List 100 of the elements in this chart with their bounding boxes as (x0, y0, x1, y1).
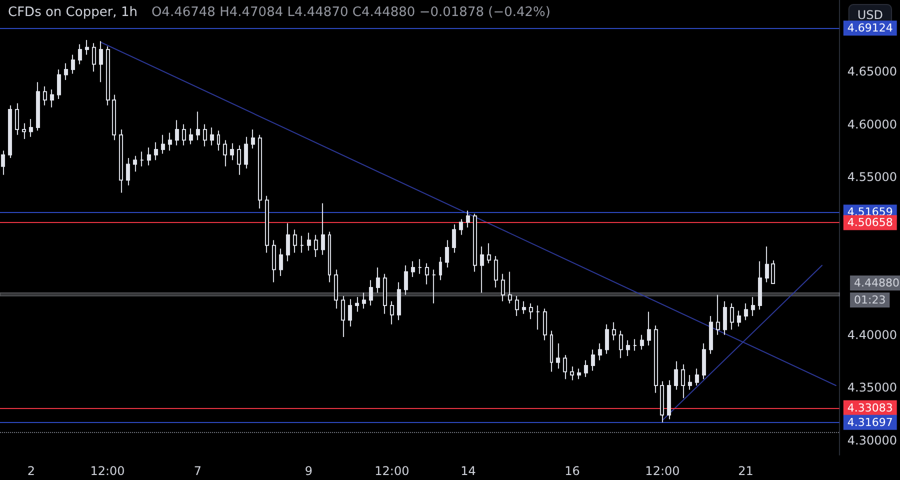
candlestick (640, 334, 644, 350)
candlestick (36, 82, 40, 132)
candlestick (577, 368, 581, 380)
candlestick (751, 296, 755, 316)
candlestick (695, 368, 699, 386)
candlestick (744, 302, 748, 321)
candlestick (189, 128, 193, 145)
candlestick (765, 246, 769, 283)
candlestick (758, 260, 762, 310)
y-tick-label: 4.35000 (847, 380, 897, 395)
candlestick (626, 340, 630, 356)
ref-line-label: 4.50658 (847, 216, 893, 230)
candlestick (598, 342, 602, 361)
chart-title: CFDs on Copper, 1h (8, 5, 138, 20)
x-tick-label: 7 (194, 464, 202, 478)
candlestick (730, 302, 734, 330)
candlestick (85, 40, 89, 56)
y-tick-label: 4.60000 (847, 117, 897, 132)
candlestick (709, 315, 713, 354)
candlestick (411, 260, 415, 278)
candlestick (688, 374, 692, 390)
candlestick (175, 120, 179, 146)
candlestick (487, 242, 491, 264)
candlestick (251, 129, 255, 150)
candlestick (362, 292, 366, 310)
candlestick (119, 129, 123, 194)
candlestick (43, 86, 47, 106)
candlestick (369, 280, 373, 306)
candlestick (126, 157, 130, 186)
y-tick-label: 4.30000 (847, 433, 897, 448)
x-tick-label: 16 (564, 464, 580, 478)
candlestick (57, 69, 61, 100)
candlestick (480, 246, 484, 294)
candlestick (494, 255, 498, 288)
candlestick (619, 330, 623, 359)
candlestick (265, 195, 269, 254)
candlestick (737, 310, 741, 328)
candlestick (258, 134, 262, 210)
candlestick (217, 130, 220, 152)
candlestick (203, 124, 207, 147)
x-tick-label: 14 (460, 464, 476, 478)
candlestick (473, 213, 477, 272)
candlestick (71, 54, 75, 74)
candlestick (15, 102, 19, 136)
candlestick (508, 271, 512, 304)
candlestick (314, 234, 318, 258)
text: 4.44880 (854, 276, 900, 290)
candlestick (348, 298, 352, 328)
candlestick (432, 269, 436, 304)
candlestick (223, 140, 227, 167)
y-axis-title: USD (857, 8, 883, 22)
candlestick (536, 304, 540, 330)
candlestick (515, 295, 519, 316)
candlestick (654, 324, 658, 394)
x-tick-label: 12:00 (645, 464, 680, 478)
candlestick (633, 338, 637, 352)
candlestick (230, 142, 234, 161)
candlestick (716, 294, 720, 336)
candlestick (182, 124, 186, 146)
candlestick (22, 122, 26, 140)
x-tick-label: 21 (738, 464, 754, 478)
x-tick-label: 12:00 (374, 464, 410, 478)
candlestick (647, 311, 651, 346)
candlestick (466, 210, 470, 228)
candlestick (723, 300, 727, 336)
candlestick (307, 232, 311, 252)
candlestick (771, 260, 775, 284)
x-tick-label: 2 (27, 464, 36, 478)
candlestick (459, 218, 463, 236)
candlestick (154, 142, 158, 161)
candlestick (293, 229, 297, 254)
candlestick (133, 155, 137, 172)
ref-line-label: 4.69124 (847, 22, 893, 35)
y-tick-label: 4.40000 (847, 328, 897, 342)
candlestick (556, 342, 560, 370)
candlestick (140, 151, 144, 167)
candlestick (8, 104, 12, 158)
x-tick-label: 12:00 (90, 464, 125, 478)
candlestick (279, 248, 283, 276)
candlestick (196, 111, 200, 141)
candlestick (397, 282, 401, 321)
candlestick (605, 324, 609, 354)
candlestick (355, 296, 359, 312)
candlestick (660, 380, 664, 423)
candlestick (168, 132, 172, 152)
candlestick (300, 235, 304, 254)
candlestick (210, 126, 214, 146)
candlestick (522, 300, 526, 314)
candlestick (390, 300, 394, 325)
candlestick (550, 330, 553, 372)
candlestick (591, 349, 595, 372)
candlestick (418, 258, 422, 274)
candlestick (237, 144, 241, 176)
candlestick (702, 342, 706, 380)
candlestick (425, 262, 429, 285)
candlestick (161, 134, 165, 154)
candlestick (50, 89, 54, 108)
candlestick (328, 231, 331, 283)
candlestick (92, 42, 96, 72)
candlestick (452, 224, 456, 254)
